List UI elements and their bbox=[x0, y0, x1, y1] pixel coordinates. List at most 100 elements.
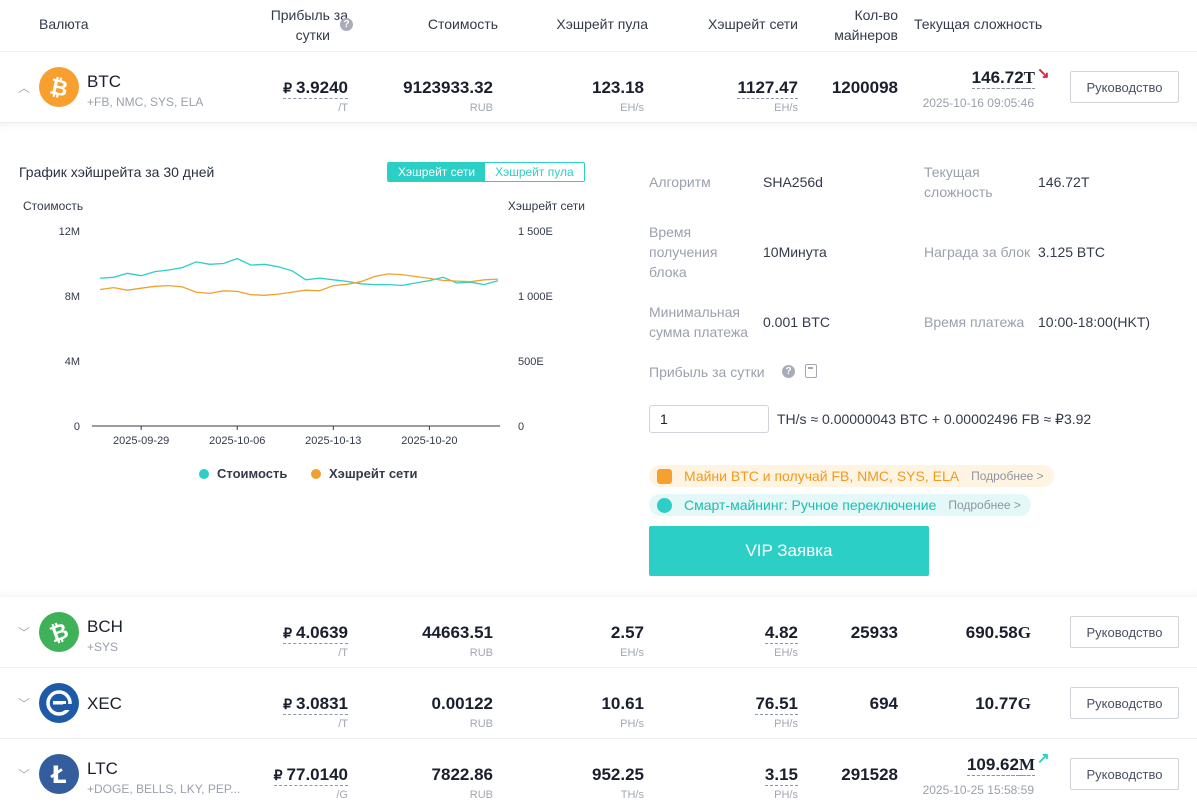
tab-network-hashrate[interactable]: Хэшрейт сети bbox=[388, 163, 486, 181]
calculator-icon[interactable] bbox=[805, 364, 817, 378]
chevron-down-icon[interactable]: ﹀ bbox=[18, 626, 31, 640]
guide-button[interactable]: Руководство bbox=[1070, 71, 1179, 103]
network-hashrate[interactable]: 4.82 bbox=[680, 623, 798, 644]
currency-sign: ₽ bbox=[283, 625, 292, 641]
trend-up-icon: ↗ bbox=[1037, 750, 1050, 767]
difficulty-value[interactable]: 146.72T bbox=[900, 68, 1035, 89]
difficulty-value[interactable]: 109.62M bbox=[900, 755, 1035, 776]
value-unit: RUB bbox=[469, 718, 493, 730]
detail-panel: График хэйшрейта за 30 дней Хэшрейт сети… bbox=[0, 123, 1197, 597]
bitcoin-cash-icon: ₿ bbox=[39, 612, 79, 652]
y2-tick-label: 1 000E bbox=[518, 291, 553, 303]
label-line: блока bbox=[649, 264, 687, 280]
table-row[interactable]: ︿ ₿ BTC +FB, NMC, SYS, ELA ₽3.9240 /T 91… bbox=[0, 52, 1197, 123]
chevron-up-icon[interactable]: ︿ bbox=[18, 81, 31, 95]
profit-unit: /T bbox=[338, 102, 348, 114]
network-hashrate[interactable]: 76.51 bbox=[680, 694, 798, 715]
y-tick-label: 0 bbox=[74, 421, 80, 433]
col-profit: Прибыль за bbox=[250, 5, 348, 25]
table-row[interactable]: ﹀ Ł LTC +DOGE, BELLS, LKY, PEP... ₽77.01… bbox=[0, 739, 1197, 808]
help-icon[interactable]: ? bbox=[340, 18, 353, 31]
promo-text: Майни BTC и получай FB, NMC, SYS, ELA bbox=[684, 468, 960, 484]
col-profit-line2: сутки bbox=[295, 27, 330, 43]
y-tick-label: 12M bbox=[59, 226, 80, 238]
label-payment-time: Время платежа bbox=[924, 314, 1025, 330]
guide-button[interactable]: Руководство bbox=[1070, 687, 1179, 719]
y2-tick-label: 1 500E bbox=[518, 226, 553, 238]
difficulty-suffix: G bbox=[1017, 694, 1031, 713]
network-hashrate[interactable]: 1127.47 bbox=[680, 78, 798, 99]
profit-value[interactable]: ₽4.0639 bbox=[230, 623, 348, 644]
network-unit: EH/s bbox=[774, 647, 798, 659]
x-tick-label: 2025-10-13 bbox=[305, 435, 361, 447]
y2-axis-title: Хэшрейт сети bbox=[508, 199, 585, 213]
chevron-down-icon[interactable]: ﹀ bbox=[18, 697, 31, 711]
difficulty-suffix: T bbox=[1023, 68, 1035, 89]
more-link[interactable]: Подробнее > bbox=[948, 498, 1021, 512]
col-miners-line1: Кол-во bbox=[854, 7, 898, 23]
label-line: получения bbox=[649, 244, 718, 260]
network-unit: PH/s bbox=[774, 718, 798, 730]
play-icon bbox=[657, 497, 672, 513]
legend-label: Стоимость bbox=[217, 466, 288, 481]
currency-sign: ₽ bbox=[273, 767, 283, 783]
profit-value[interactable]: ₽77.0140 bbox=[230, 765, 348, 786]
table-row[interactable]: ﹀ ₿ BCH +SYS ₽4.0639 /T 44663.51 RUB 2.5… bbox=[0, 597, 1197, 668]
network-number: 76.51 bbox=[755, 694, 798, 715]
label-line: сумма платежа bbox=[649, 324, 749, 340]
promo-merged-mining[interactable]: Майни BTC и получай FB, NMC, SYS, ELA По… bbox=[649, 465, 1054, 487]
miners-count: 25933 bbox=[850, 623, 898, 642]
value-number: 9123933.32 bbox=[403, 78, 493, 97]
profit-unit: /G bbox=[336, 789, 348, 801]
help-icon[interactable]: ? bbox=[782, 365, 795, 378]
bitcoin-icon: ₿ bbox=[39, 67, 79, 107]
legend-dot bbox=[311, 468, 321, 479]
label-min-payment: Минимальная сумма платежа bbox=[649, 302, 748, 342]
chart-title: График хэйшрейта за 30 дней bbox=[19, 164, 215, 180]
value-block-time: 10Минута bbox=[763, 244, 827, 260]
legend-item-value[interactable]: Стоимость bbox=[199, 466, 287, 481]
label-daily-profit: Прибыль за сутки bbox=[649, 364, 765, 380]
label-block-reward: Награда за блок bbox=[924, 244, 1031, 260]
pool-unit: TH/s bbox=[620, 789, 644, 801]
value-min-payment: 0.001 BTC bbox=[763, 314, 830, 330]
profit-unit: /T bbox=[338, 647, 348, 659]
promo-text: Смарт-майнинг: Ручное переключение bbox=[684, 497, 937, 513]
label-line: Текущая bbox=[924, 164, 980, 180]
promo-smart-mining[interactable]: Смарт-майнинг: Ручное переключение Подро… bbox=[649, 494, 1031, 516]
series-line-network-hashrate bbox=[99, 273, 499, 296]
guide-button[interactable]: Руководство bbox=[1070, 758, 1179, 790]
tab-pool-hashrate[interactable]: Хэшрейт пула bbox=[485, 163, 584, 181]
network-unit: EH/s bbox=[774, 102, 798, 114]
legend-dot bbox=[199, 468, 209, 479]
difficulty-suffix: M bbox=[1018, 755, 1035, 776]
guide-button[interactable]: Руководство bbox=[1070, 616, 1179, 648]
profit-value[interactable]: ₽3.0831 bbox=[230, 694, 348, 715]
difficulty-value: 690.58G bbox=[900, 623, 1031, 643]
label-algorithm: Алгоритм bbox=[649, 174, 711, 190]
miners-count: 694 bbox=[869, 694, 898, 713]
more-link[interactable]: Подробнее > bbox=[971, 469, 1044, 483]
calc-result: TH/s ≈ 0.00000043 BTC + 0.00002496 FB ≈ … bbox=[777, 411, 1092, 427]
table-row[interactable]: ﹀ XEC ₽3.0831 /T 0.00122 RUB 10.61 PH/s … bbox=[0, 668, 1197, 739]
svg-text:₿: ₿ bbox=[47, 619, 72, 649]
y-axis-title: Стоимость bbox=[23, 199, 83, 213]
coin-name: BTC bbox=[87, 72, 121, 91]
label-line: Минимальная bbox=[649, 304, 741, 320]
difficulty-time: 2025-10-25 15:58:59 bbox=[922, 783, 1034, 797]
profit-unit: /T bbox=[338, 718, 348, 730]
coin-name: LTC bbox=[87, 759, 118, 778]
network-hashrate[interactable]: 3.15 bbox=[680, 765, 798, 786]
vip-apply-button[interactable]: VIP Заявка bbox=[649, 526, 929, 576]
value-number: 7822.86 bbox=[431, 765, 493, 784]
col-miners-line2: майнеров bbox=[834, 27, 898, 43]
pool-unit: EH/s bbox=[620, 647, 644, 659]
profit-value[interactable]: ₽3.9240 bbox=[230, 78, 348, 99]
network-unit: PH/s bbox=[774, 789, 798, 801]
profit-number: 4.0639 bbox=[296, 623, 348, 642]
chevron-down-icon[interactable]: ﹀ bbox=[18, 768, 31, 782]
legend-item-network[interactable]: Хэшрейт сети bbox=[311, 466, 417, 481]
series-line-value bbox=[99, 257, 499, 287]
hashrate-input[interactable]: 1 bbox=[649, 405, 769, 433]
difficulty-value: 10.77G bbox=[900, 694, 1031, 714]
